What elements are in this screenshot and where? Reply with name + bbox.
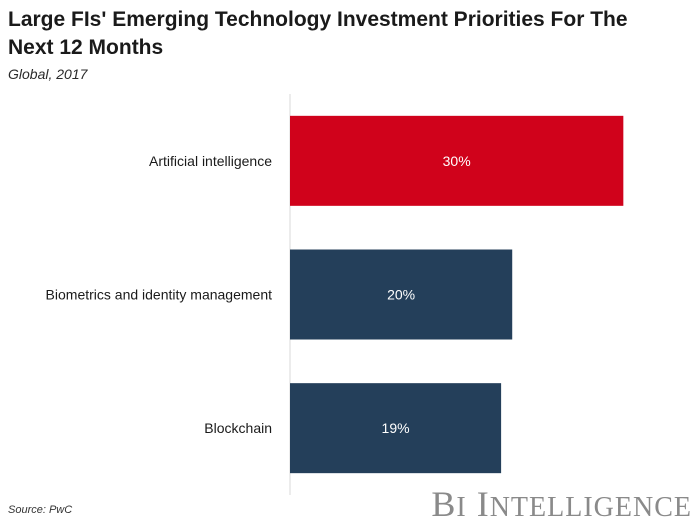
value-label-1: 30% — [443, 153, 471, 169]
bar-2 — [290, 249, 513, 340]
value-label-3: 19% — [382, 420, 410, 436]
category-label-3: Blockchain — [204, 420, 272, 436]
category-label-2: Biometrics and identity management — [46, 287, 273, 303]
category-label-1: Artificial intelligence — [149, 153, 272, 169]
chart-subtitle: Global, 2017 — [8, 66, 88, 82]
value-label-2: 20% — [387, 287, 415, 303]
chart-title: Large FIs' Emerging Technology Investmen… — [8, 8, 628, 59]
bi-intelligence-logo: BI INTELLIGENCE — [431, 484, 692, 524]
bar-3 — [290, 383, 502, 474]
source-note: Source: PwC — [8, 504, 73, 516]
bar-1 — [290, 115, 624, 206]
